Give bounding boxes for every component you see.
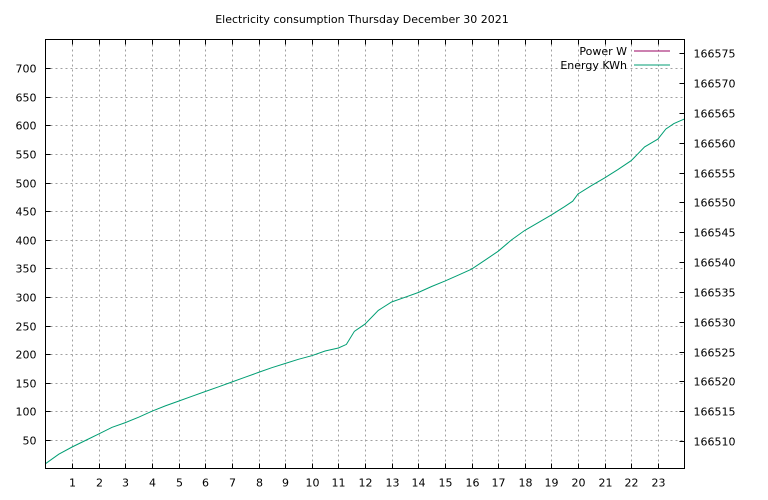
y2-tick-label: 166520 [694,376,736,389]
y2-tick-label: 166530 [694,317,736,330]
y2-tick-label: 166525 [694,347,736,360]
y2-tick-label: 166565 [694,108,736,121]
y2-tick-label: 166545 [694,227,736,240]
y-tick-label: 250 [16,321,37,334]
x-tick-label: 21 [599,477,613,490]
y2-tick-label: 166550 [694,197,736,210]
x-tick-label: 12 [359,477,373,490]
legend-label-power: Power W [579,45,627,58]
series-line-energy [45,118,685,465]
y-tick-label: 400 [16,235,37,248]
x-tick-label: 4 [149,477,156,490]
x-tick-label: 16 [466,477,480,490]
y-tick-label: 500 [16,178,37,191]
x-tick-label: 7 [229,477,236,490]
x-tick-label: 10 [306,477,320,490]
x-tick-label: 22 [625,477,639,490]
y2-tick-label: 166575 [694,48,736,61]
tick-labels: 1 2 3 4 5 6 7 8 9 10 11 12 13 14 15 16 17 18 19 20 21 22 23501… [16,48,736,490]
y-tick-label: 450 [16,206,37,219]
x-tick-label: 15 [439,477,453,490]
y-tick-label: 700 [16,63,37,76]
grid [45,39,685,469]
x-tick-label: 20 [572,477,586,490]
y-tick-label: 200 [16,349,37,362]
x-tick-label: 6 [202,477,209,490]
y2-tick-label: 166540 [694,257,736,270]
y2-tick-label: 166535 [694,287,736,300]
series-lines [45,118,685,465]
y-tick-label: 300 [16,292,37,305]
y-tick-label: 100 [16,406,37,419]
x-tick-label: 3 [122,477,129,490]
x-tick-label: 5 [176,477,183,490]
y2-tick-label: 166555 [694,168,736,181]
x-tick-label: 14 [412,477,426,490]
y-tick-label: 50 [23,435,37,448]
legend: Power W Energy KWh [560,45,670,72]
x-tick-label: 23 [652,477,666,490]
x-tick-label: 17 [492,477,506,490]
x-tick-label: 18 [519,477,533,490]
x-tick-label: 1 [69,477,76,490]
y-tick-label: 150 [16,378,37,391]
x-tick-label: 13 [386,477,400,490]
y-tick-label: 550 [16,149,37,162]
x-tick-label: 9 [282,477,289,490]
ticks [45,39,685,469]
y2-tick-label: 166510 [694,436,736,449]
y-tick-label: 350 [16,263,37,276]
y-tick-label: 600 [16,120,37,133]
y2-tick-label: 166560 [694,138,736,151]
y2-tick-label: 166515 [694,406,736,419]
y2-tick-label: 166570 [694,78,736,91]
x-tick-label: 2 [96,477,103,490]
plot-frame [45,39,685,469]
x-tick-label: 19 [545,477,559,490]
y-tick-label: 650 [16,92,37,105]
x-tick-label: 8 [256,477,263,490]
x-tick-label: 11 [332,477,346,490]
legend-label-energy: Energy KWh [560,59,627,72]
chart-title: Electricity consumption Thursday Decembe… [215,13,509,26]
